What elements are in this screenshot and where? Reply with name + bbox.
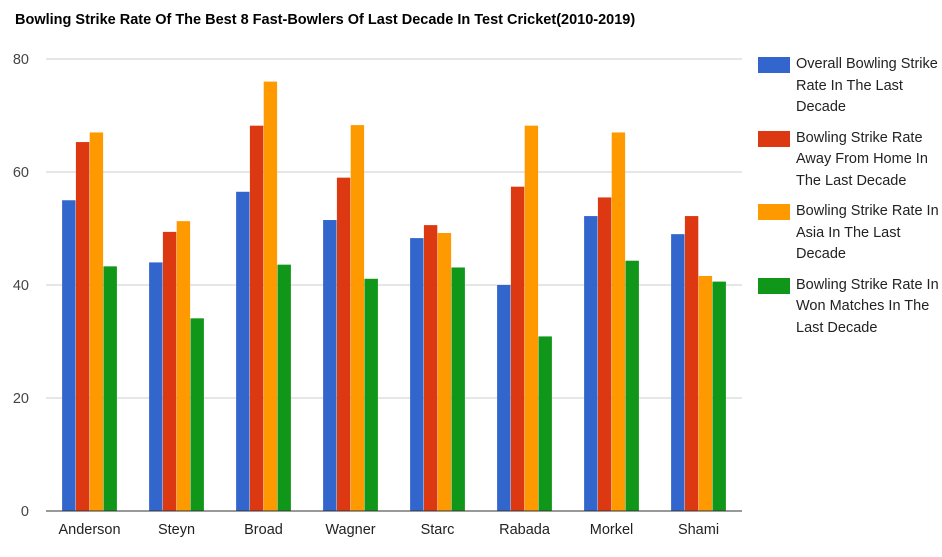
bar-anderson-series-1[interactable] xyxy=(62,200,76,511)
bar-anderson-series-3[interactable] xyxy=(89,132,104,511)
y-tick-label: 0 xyxy=(21,504,29,520)
x-tick-label: Rabada xyxy=(499,522,551,538)
x-tick-label: Morkel xyxy=(590,522,634,538)
bar-starc-series-4[interactable] xyxy=(451,267,465,511)
bar-rabada-series-4[interactable] xyxy=(538,336,552,511)
bar-starc-series-2[interactable] xyxy=(423,225,438,512)
bar-morkel-series-4[interactable] xyxy=(625,260,639,511)
legend-label: Bowling Strike Rate In Won Matches In Th… xyxy=(796,276,939,336)
bar-shami-series-1[interactable] xyxy=(671,234,685,511)
legend-swatch xyxy=(758,130,790,147)
x-tick-label: Shami xyxy=(678,522,719,538)
bar-starc-series-3[interactable] xyxy=(437,233,452,511)
x-tick-label: Wagner xyxy=(325,522,375,538)
legend-item[interactable]: Overall Bowling Strike Rate In The Last … xyxy=(758,54,942,119)
bar-wagner-series-3[interactable] xyxy=(350,125,365,511)
bar-broad-series-4[interactable] xyxy=(277,264,291,511)
chart-title: Bowling Strike Rate Of The Best 8 Fast-B… xyxy=(15,12,636,28)
bar-shami-series-2[interactable] xyxy=(684,216,699,511)
bar-broad-series-2[interactable] xyxy=(249,125,264,512)
legend-item[interactable]: Bowling Strike Rate In Won Matches In Th… xyxy=(758,275,942,340)
x-tick-label: Broad xyxy=(244,522,283,538)
bar-anderson-series-4[interactable] xyxy=(103,266,117,511)
bar-rabada-series-3[interactable] xyxy=(524,125,539,512)
bar-steyn-series-4[interactable] xyxy=(190,318,204,511)
legend-swatch xyxy=(758,204,790,220)
legend-label: Bowling Strike Rate Away From Home In Th… xyxy=(796,129,928,189)
bar-wagner-series-1[interactable] xyxy=(323,220,337,511)
bar-shami-series-3[interactable] xyxy=(698,275,713,511)
x-tick-label: Steyn xyxy=(158,522,195,538)
axes: 0 20 40 60 80 Anderson Steyn Broad Wagner Starc Ra… xyxy=(13,52,742,538)
bar-steyn-series-1[interactable] xyxy=(149,262,163,511)
y-tick-label: 80 xyxy=(13,52,29,68)
bar-rabada-series-1[interactable] xyxy=(497,285,511,511)
legend-label: Overall Bowling Strike Rate In The Last … xyxy=(796,56,938,115)
x-tick-label: Starc xyxy=(421,522,455,538)
legend-item[interactable]: Bowling Strike Rate Away From Home In Th… xyxy=(758,128,942,193)
bar-wagner-series-2[interactable] xyxy=(336,177,351,511)
y-tick-label: 60 xyxy=(13,165,29,181)
bar-morkel-series-1[interactable] xyxy=(584,216,598,511)
bar-anderson-series-2[interactable] xyxy=(75,142,90,511)
bar-morkel-series-3[interactable] xyxy=(611,132,626,511)
bar-broad-series-1[interactable] xyxy=(236,191,250,511)
bar-wagner-series-4[interactable] xyxy=(364,278,378,511)
legend-label: Bowling Strike Rate In Asia In The Last … xyxy=(796,203,939,262)
bars xyxy=(62,81,726,512)
legend-swatch xyxy=(758,277,790,294)
bar-starc-series-1[interactable] xyxy=(410,238,424,512)
y-tick-label: 20 xyxy=(13,391,29,407)
bar-broad-series-3[interactable] xyxy=(263,81,278,511)
bar-morkel-series-2[interactable] xyxy=(597,197,612,512)
legend-swatch xyxy=(758,57,790,73)
x-tick-label: Anderson xyxy=(58,522,120,538)
bar-steyn-series-3[interactable] xyxy=(176,221,191,511)
bar-shami-series-4[interactable] xyxy=(712,281,726,511)
bar-steyn-series-2[interactable] xyxy=(162,231,177,511)
legend: Overall Bowling Strike Rate In The Last … xyxy=(758,54,942,348)
bar-rabada-series-2[interactable] xyxy=(510,186,525,511)
legend-item[interactable]: Bowling Strike Rate In Asia In The Last … xyxy=(758,201,942,266)
y-tick-label: 40 xyxy=(13,278,29,294)
